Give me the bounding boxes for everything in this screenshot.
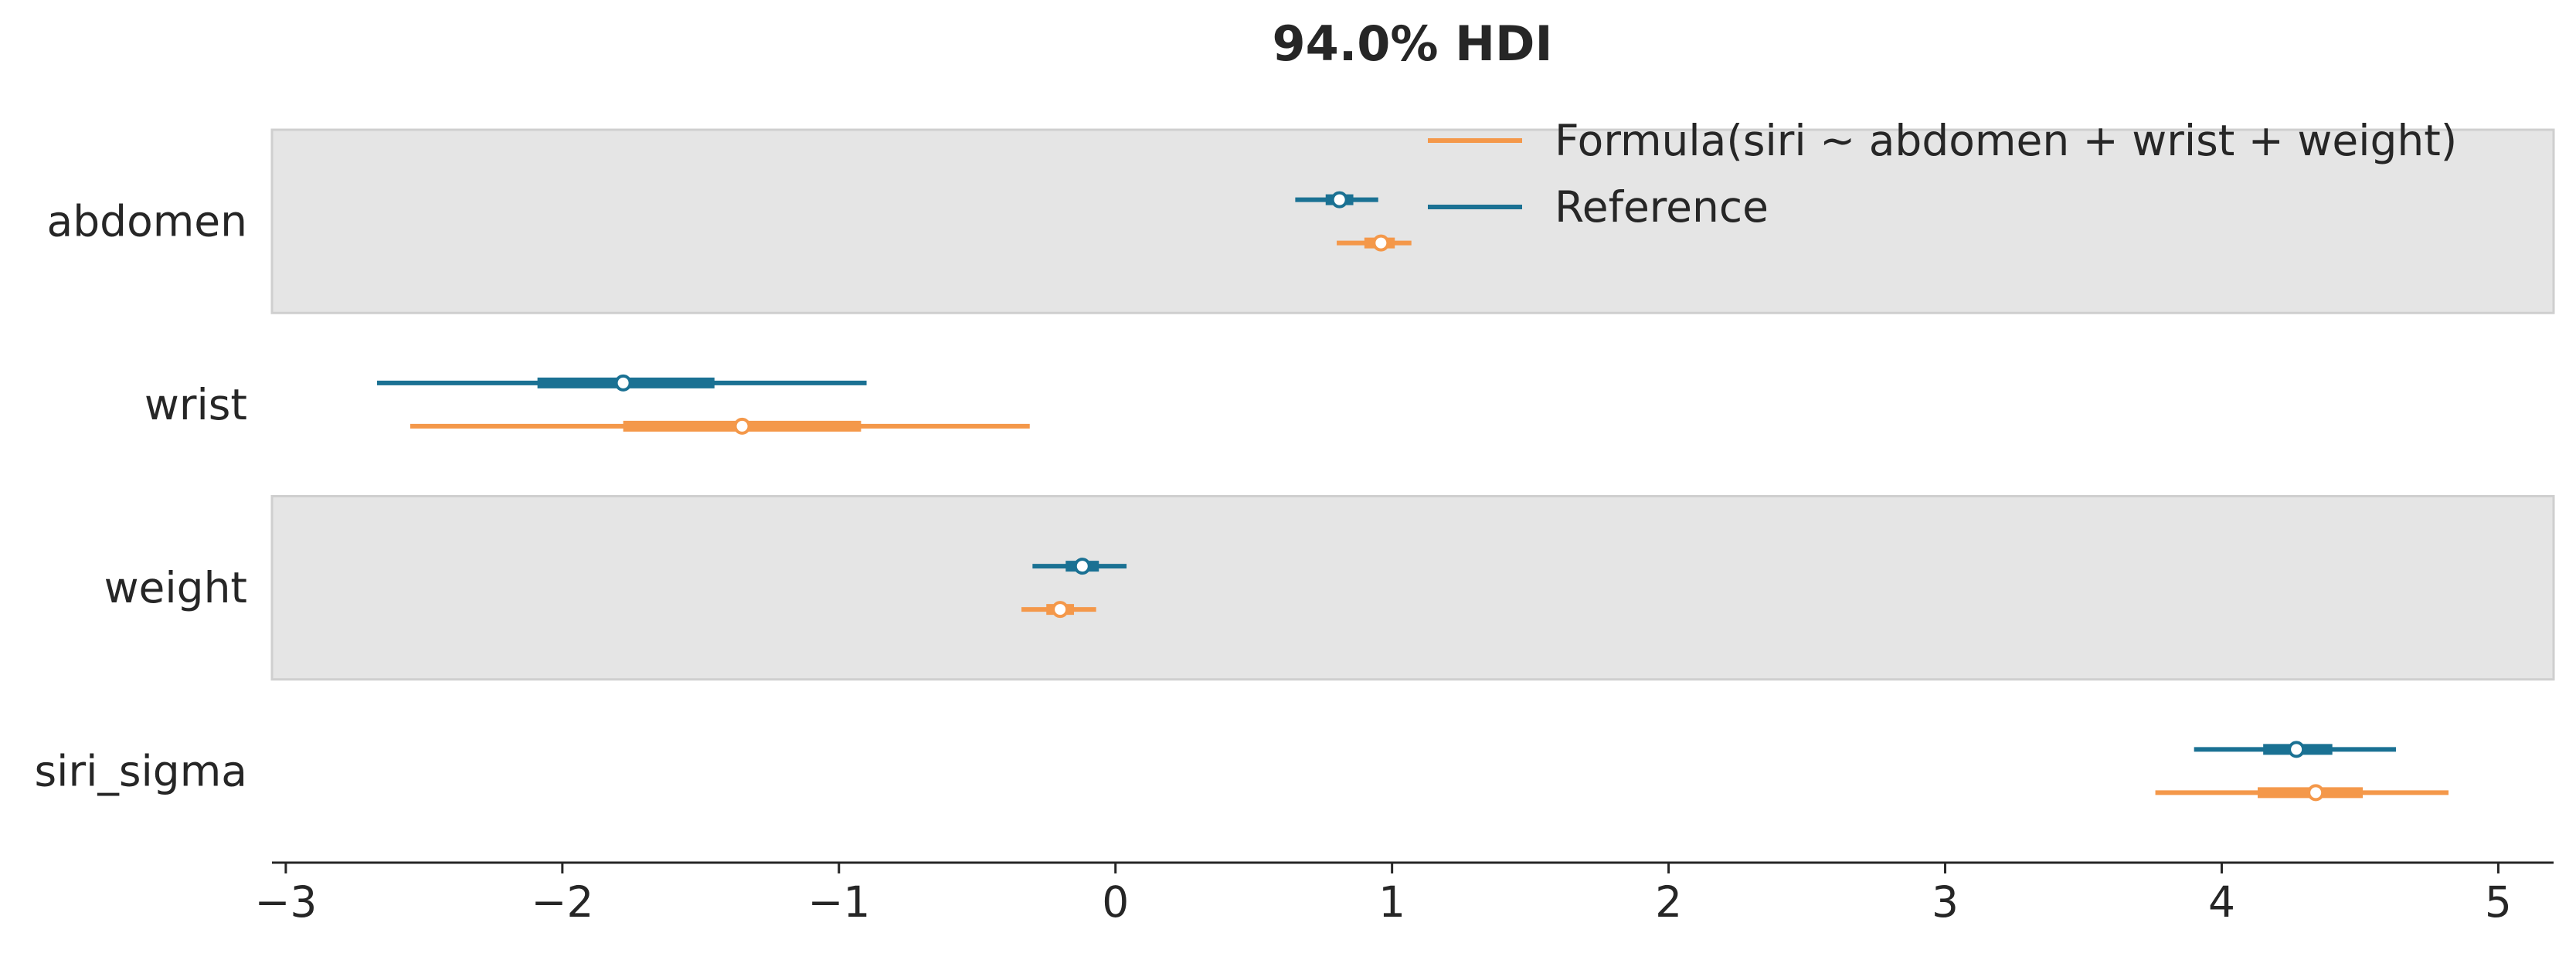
y-label-weight: weight	[104, 563, 247, 612]
legend-label: Reference	[1555, 182, 1769, 232]
x-tick-label: 4	[2208, 877, 2235, 927]
interval-weight-formula	[1021, 601, 1096, 619]
interval-siri_sigma-formula	[2155, 784, 2449, 802]
y-label-abdomen: abdomen	[47, 197, 247, 246]
mean-point	[1330, 191, 1348, 209]
interval-marks	[377, 191, 2449, 802]
interval-weight-reference	[1032, 558, 1127, 575]
legend: Formula(siri ~ abdomen + wrist + weight)…	[1428, 116, 2457, 232]
mean-point	[1052, 601, 1069, 619]
legend-label: Formula(siri ~ abdomen + wrist + weight)	[1555, 116, 2457, 165]
x-tick-label: −2	[531, 877, 593, 927]
row-band-abdomen	[270, 128, 2555, 314]
interval-wrist-formula	[410, 417, 1030, 435]
y-label-siri_sigma: siri_sigma	[35, 746, 247, 795]
chart-title: 94.0% HDI	[1272, 15, 1552, 72]
legend-item-reference: Reference	[1428, 182, 1769, 232]
mean-point	[1073, 558, 1091, 575]
mean-point	[2307, 784, 2325, 802]
x-axis: −3 −2 −1 0 1 2 3 4 5	[254, 861, 2554, 927]
interval-wrist-reference	[377, 374, 867, 392]
row-band-weight	[270, 495, 2555, 681]
x-tick-label: 3	[1932, 877, 1959, 927]
y-label-wrist: wrist	[144, 380, 247, 429]
x-tick-label: 5	[2485, 877, 2512, 927]
x-tick-label: 2	[1655, 877, 1682, 927]
interval-abdomen-reference	[1295, 191, 1378, 209]
mean-point	[1372, 234, 1390, 252]
interval-siri_sigma-reference	[2194, 741, 2396, 758]
y-axis-labels: abdomen wrist weight siri_sigma	[35, 197, 247, 796]
x-tick-label: 0	[1102, 877, 1129, 927]
interval-abdomen-formula	[1337, 234, 1412, 252]
row-bands	[270, 128, 2555, 681]
x-tick-label: −3	[254, 877, 317, 927]
mean-point	[2288, 741, 2306, 758]
mean-point	[733, 417, 751, 435]
legend-item-formula: Formula(siri ~ abdomen + wrist + weight)	[1428, 116, 2457, 165]
x-tick-label: 1	[1378, 877, 1405, 927]
mean-point	[614, 374, 632, 392]
x-tick-label: −1	[807, 877, 870, 927]
